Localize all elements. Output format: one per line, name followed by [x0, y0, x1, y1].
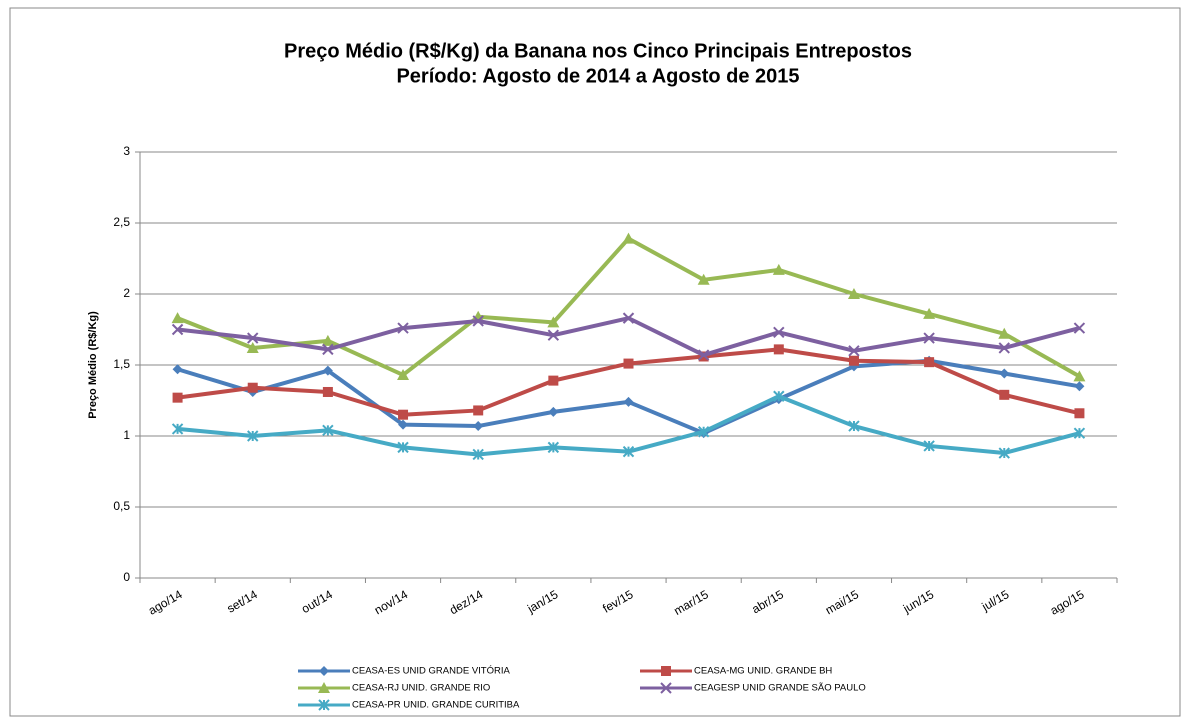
point: [172, 364, 183, 375]
point: [772, 263, 785, 275]
point: [397, 441, 409, 454]
y-tick-label: 1: [123, 428, 130, 442]
legend-marker: [319, 666, 329, 676]
point: [322, 343, 334, 356]
point: [397, 368, 410, 380]
point: [473, 421, 484, 432]
legend-label: CEASA-ES UNID GRANDE VITÓRIA: [352, 666, 510, 677]
point: [848, 420, 860, 432]
y-tick-label: 2,5: [113, 215, 130, 229]
point: [697, 426, 710, 438]
legend-label: CEASA-RJ UNID. GRANDE RIO: [352, 683, 490, 694]
point: [998, 447, 1010, 459]
point: [998, 327, 1011, 339]
point: [1073, 370, 1086, 382]
point: [924, 357, 935, 368]
point: [171, 423, 184, 435]
point: [923, 307, 936, 319]
point: [998, 342, 1010, 354]
point: [397, 322, 409, 334]
y-tick-label: 0: [123, 570, 130, 584]
point: [548, 375, 559, 386]
point: [1074, 408, 1085, 419]
legend-marker: [318, 699, 330, 711]
legend-label: CEASA-MG UNID. GRANDE BH: [694, 666, 832, 677]
point: [848, 345, 860, 357]
point: [172, 392, 183, 403]
point: [321, 334, 334, 346]
point: [622, 445, 635, 458]
y-tick-label: 1,5: [113, 357, 130, 371]
point: [622, 312, 635, 324]
point: [1073, 427, 1086, 439]
y-tick-label: 2: [123, 286, 130, 300]
point: [548, 406, 559, 417]
point: [1073, 322, 1086, 334]
point: [623, 396, 634, 407]
legend-marker: [661, 666, 671, 676]
point: [171, 312, 184, 324]
point: [472, 315, 484, 327]
point: [999, 389, 1010, 400]
chart-title: Preço Médio (R$/Kg) da Banana nos Cinco …: [284, 40, 912, 62]
point: [697, 349, 710, 361]
point: [622, 232, 635, 244]
legend-label: CEAGESP UNID GRANDE SÃO PAULO: [694, 683, 866, 694]
point: [322, 424, 334, 437]
point: [472, 448, 484, 461]
y-axis-label: Preço Médio (R$/Kg): [87, 311, 99, 419]
point: [923, 332, 935, 344]
legend-label: CEASA-PR UNID. GRANDE CURITIBA: [352, 700, 520, 711]
point: [773, 390, 785, 402]
point: [322, 386, 333, 397]
point: [398, 419, 409, 430]
point: [999, 368, 1010, 379]
point: [847, 288, 860, 299]
point: [247, 430, 259, 442]
point: [398, 409, 409, 420]
point: [848, 355, 859, 366]
point: [773, 326, 785, 339]
point: [547, 441, 560, 454]
point: [322, 365, 333, 376]
point: [697, 273, 710, 285]
point: [547, 329, 560, 341]
point: [773, 344, 784, 355]
point: [171, 323, 184, 336]
point: [547, 316, 560, 328]
point: [473, 405, 484, 416]
point: [923, 440, 935, 452]
y-tick-label: 3: [123, 144, 130, 158]
legend-marker: [318, 682, 330, 693]
point: [247, 332, 259, 344]
point: [1074, 381, 1085, 392]
point: [247, 382, 258, 393]
legend-marker: [660, 682, 672, 694]
point: [246, 341, 259, 353]
point: [623, 358, 634, 369]
chart-border: [9, 7, 1181, 717]
chart-subtitle: Período: Agosto de 2014 a Agosto de 2015: [396, 65, 799, 87]
y-tick-label: 0,5: [113, 499, 130, 513]
